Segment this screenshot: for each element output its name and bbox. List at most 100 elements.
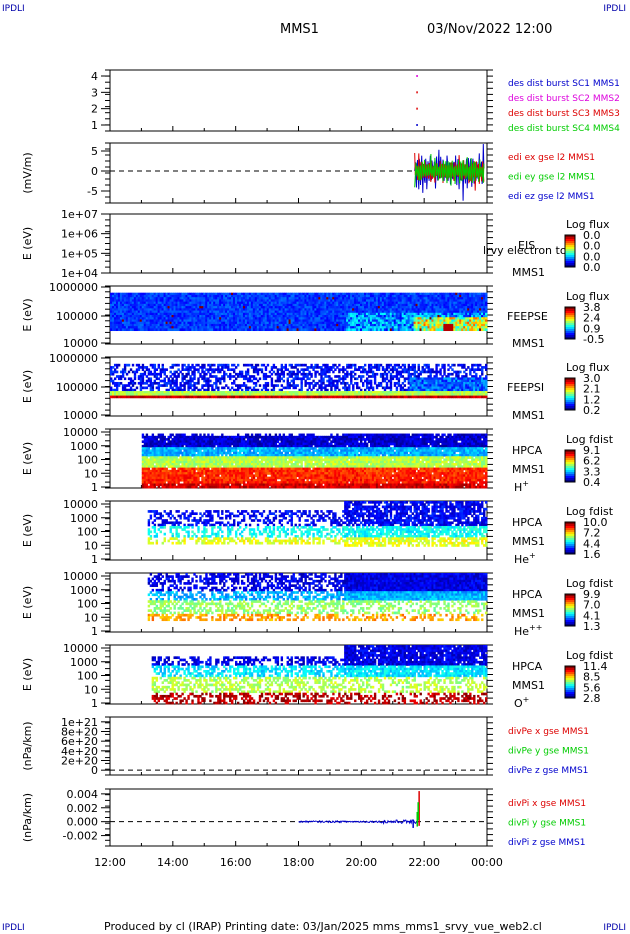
spectrogram-cell [135, 317, 139, 320]
spectrogram-cell [219, 294, 222, 298]
spectrogram-cell [361, 303, 365, 307]
spectrogram-cell [276, 326, 280, 329]
spectrogram-cell [268, 321, 272, 325]
spectrogram-cell [268, 294, 272, 298]
spectrogram-cell [260, 303, 264, 307]
spectrogram-cell [439, 303, 442, 307]
spectrogram-cell [246, 315, 250, 318]
spectrogram-cell [211, 297, 214, 300]
spectrogram-cell [375, 297, 379, 300]
spectrogram-cell [111, 297, 115, 300]
spectrogram-cell [477, 315, 480, 318]
spectrogram-cell [115, 315, 119, 318]
spectrogram-cell [155, 292, 159, 296]
spectrogram-cell [213, 326, 216, 329]
spectrogram-cell [413, 312, 416, 316]
spectrogram-cell [147, 294, 151, 298]
spectrogram-cell [185, 328, 188, 332]
spectrogram-cell [157, 388, 161, 392]
spectrogram-cell [350, 301, 353, 305]
spectrogram-cell [471, 319, 474, 323]
spectrogram-cell [161, 306, 164, 309]
spectrogram-cell [389, 294, 393, 298]
spectrogram-cell [153, 326, 157, 329]
spectrogram-cell [197, 306, 200, 309]
spectrogram-cell [145, 306, 149, 309]
spectrogram-cell [334, 312, 337, 316]
spectrogram-cell [411, 308, 414, 311]
spectrogram-cell [395, 308, 399, 311]
spectrogram-cell [141, 315, 145, 318]
spectrogram-cell [346, 375, 349, 378]
spectrogram-cell [227, 366, 230, 369]
spectrogram-cell [145, 299, 149, 303]
spectrogram-cell [153, 328, 157, 332]
spectrogram-cell [282, 317, 286, 320]
spectrogram-cell [320, 306, 323, 309]
spectrogram-cell [225, 294, 228, 298]
spectrogram-cell [223, 294, 226, 298]
spectrogram-cell [151, 328, 155, 332]
spectrogram-cell [133, 323, 137, 327]
spectrogram-cell [272, 317, 276, 320]
spectrogram-cell [290, 299, 293, 303]
spectrogram-cell [483, 310, 486, 314]
spectrogram-cell [197, 326, 200, 329]
spectrogram-cell [334, 323, 337, 327]
spectrogram-cell [455, 299, 458, 303]
spectrogram-cell [211, 306, 214, 309]
spectrogram-cell [332, 321, 335, 325]
spectrogram-cell [151, 315, 155, 318]
spectrogram-cell [139, 312, 143, 316]
spectrogram-cell [217, 308, 220, 311]
spectrogram-cell [453, 297, 456, 300]
spectrogram-cell [433, 310, 436, 314]
spectrogram-cell [296, 384, 299, 387]
spectrogram-cell [443, 312, 446, 316]
spectrogram-cell [139, 388, 143, 392]
spectrogram-cell [356, 301, 359, 305]
spectrogram-cell [405, 292, 409, 296]
spectrogram-cell [250, 301, 254, 305]
spectrogram-cell [159, 310, 162, 314]
spectrogram-cell [358, 306, 361, 309]
spectrogram-cell [375, 292, 379, 296]
spectrogram-cell [463, 294, 466, 298]
spectrogram-cell [457, 292, 460, 296]
spectrogram-cell [300, 388, 303, 392]
spectrogram-cell [264, 303, 268, 307]
spectrogram-cell [379, 303, 383, 307]
colorbar-tick-label: 0.0 [583, 261, 601, 274]
spectrogram-cell [141, 294, 145, 298]
spectrogram-cell [344, 301, 347, 305]
spectrogram-cell [322, 377, 325, 381]
spectrogram-cell [312, 306, 315, 309]
spectrogram-cell [453, 321, 456, 325]
spectrogram-cell [403, 310, 407, 314]
spectrogram-cell [465, 326, 468, 329]
spectrogram-cell [310, 297, 313, 300]
spectrogram-cell [348, 301, 351, 305]
spectrogram-cell [308, 317, 311, 320]
spectrogram-cell [201, 312, 204, 316]
spectrogram-cell [433, 301, 436, 305]
colorbar-cell [565, 319, 575, 322]
spectrogram-cell [342, 301, 345, 305]
y-axis-label: E (eV) [21, 227, 34, 260]
spectrogram-cell [403, 297, 407, 300]
spectrogram-cell [197, 297, 200, 300]
spectrogram-cell [389, 323, 393, 327]
spectrogram-cell [469, 308, 472, 311]
spectrogram-cell [360, 379, 363, 383]
spectrogram-cell [270, 299, 274, 303]
eis-overlay-text: lrvy electron to [483, 244, 567, 257]
spectrogram-cell [161, 308, 164, 311]
spectrogram-cell [407, 303, 411, 307]
spectrogram-cell [310, 375, 313, 378]
spectrogram-cell [270, 294, 274, 298]
spectrogram-cell [209, 306, 212, 309]
spectrogram-cell [213, 308, 216, 311]
spectrogram-cell [193, 328, 196, 332]
spectrogram-cell [266, 301, 270, 305]
spectrogram-cell [415, 317, 418, 320]
